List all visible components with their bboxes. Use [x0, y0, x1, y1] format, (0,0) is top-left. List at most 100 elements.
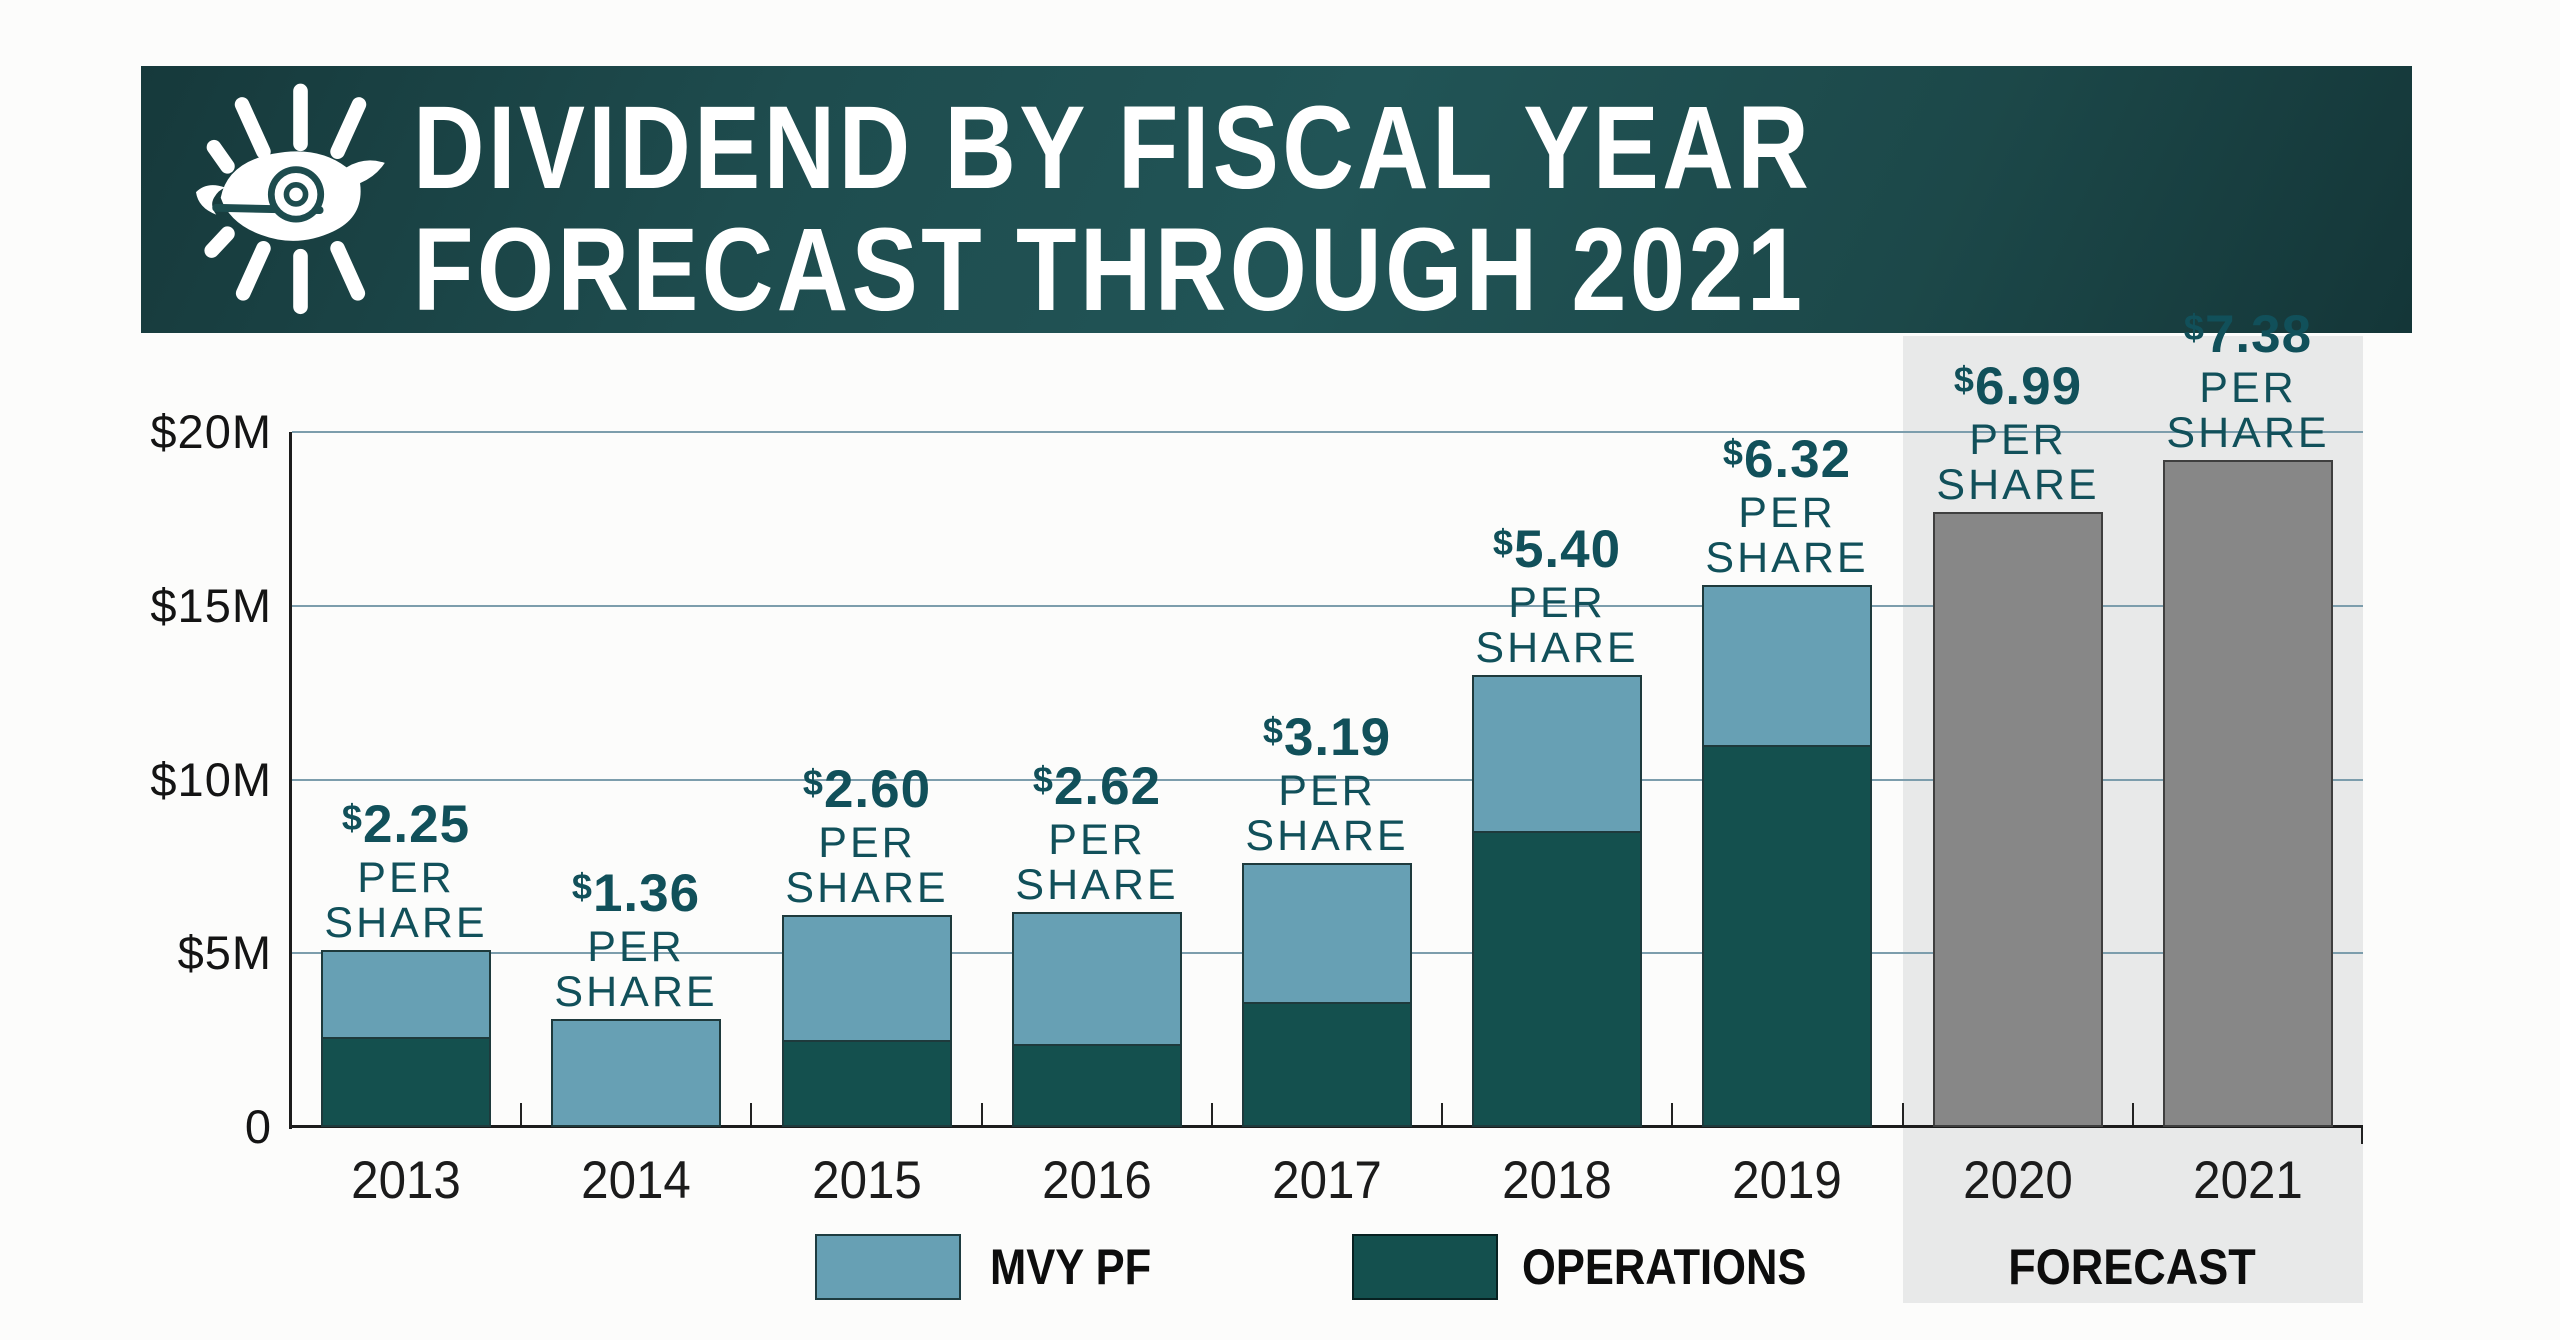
per-share-sublabel: PER: [1969, 416, 2067, 464]
bar-segment-mvy-pf-2018: [1472, 675, 1642, 831]
per-share-label-2021: $7.38 PER SHARE: [2108, 305, 2388, 457]
y-axis-label-20m: $20M: [150, 405, 272, 458]
axis-tick: [1901, 1103, 1904, 1125]
x-axis-label-2013: 2013: [351, 1151, 461, 1210]
gridline-15m: [292, 604, 2363, 607]
bar-segment-operations-2013: [321, 1037, 491, 1127]
per-share-sublabel: PER: [818, 819, 916, 867]
per-share-amount: $1.36: [571, 864, 701, 923]
per-share-label-2017: $3.19 PER SHARE: [1187, 708, 1467, 860]
bar-forecast-2020: [1933, 512, 2103, 1127]
bar-segment-operations-2019: [1702, 745, 1872, 1127]
axis-end-tick: [2361, 1128, 2363, 1144]
x-axis-label-2021: 2021: [2193, 1151, 2303, 1210]
axis-tick: [2131, 1103, 2134, 1125]
gridline-10m: [292, 778, 2363, 781]
bar-segment-mvy-pf-2015: [782, 915, 952, 1040]
per-share-label-2020: $6.99 PER SHARE: [1878, 357, 2158, 509]
per-share-label-2015: $2.60 PER SHARE: [727, 760, 1007, 912]
bar-segment-mvy-pf-2016: [1012, 912, 1182, 1044]
bar-segment-mvy-pf-2014: [551, 1019, 721, 1127]
axis-tick: [1210, 1103, 1213, 1125]
logo-rays: [204, 83, 367, 315]
bar-segment-operations-2015: [782, 1040, 952, 1127]
x-axis-label-2019: 2019: [1732, 1151, 1842, 1210]
x-axis-label-2015: 2015: [812, 1151, 922, 1210]
legend-swatch-mvy-pf: [815, 1234, 961, 1300]
per-share-amount: $2.62: [1032, 757, 1162, 816]
per-share-sublabel: SHARE: [785, 864, 949, 912]
per-share-sublabel: PER: [357, 854, 455, 902]
page-title-rest: THROUGH 2021: [985, 204, 1806, 336]
per-share-label-2016: $2.62 PER SHARE: [957, 757, 1237, 909]
bar-segment-mvy-pf-2019: [1702, 585, 1872, 745]
axis-tick: [520, 1103, 523, 1125]
per-share-sublabel: SHARE: [2166, 409, 2330, 457]
per-share-sublabel: PER: [1048, 816, 1146, 864]
x-axis-label-2014: 2014: [581, 1151, 691, 1210]
legend-label-operations: OPERATIONS: [1522, 1239, 1807, 1295]
legend-label-forecast: FORECAST: [2008, 1239, 2256, 1295]
per-share-amount: $3.19: [1262, 708, 1392, 767]
y-axis-label-5m: $5M: [177, 926, 272, 980]
per-share-sublabel: SHARE: [1245, 812, 1409, 860]
bar-2015: [782, 915, 952, 1127]
header-banner: DIVIDEND BY FISCAL YEAR FORECAST THROUGH…: [141, 66, 2412, 333]
axis-tick: [1671, 1103, 1674, 1125]
page-title-accent: FORECAST: [413, 204, 986, 336]
per-share-sublabel: PER: [587, 923, 685, 971]
legend-swatch-operations: [1352, 1234, 1498, 1300]
per-share-label-2019: $6.32 PER SHARE: [1647, 430, 1927, 582]
per-share-sublabel: PER: [1278, 767, 1376, 815]
x-axis-label-2017: 2017: [1272, 1151, 1382, 1210]
per-share-sublabel: PER: [1508, 579, 1606, 627]
bar-2016: [1012, 912, 1182, 1127]
per-share-sublabel: SHARE: [1475, 624, 1639, 672]
bar-2014: [551, 1019, 721, 1127]
bar-2018: [1472, 675, 1642, 1127]
per-share-amount: $5.40: [1492, 520, 1622, 579]
x-axis-label-2016: 2016: [1042, 1151, 1152, 1210]
bar-segment-operations-2018: [1472, 831, 1642, 1127]
x-axis-label-2018: 2018: [1502, 1151, 1612, 1210]
bar-2013: [321, 950, 491, 1127]
bar-segment-mvy-pf-2013: [321, 950, 491, 1037]
axis-tick: [750, 1103, 753, 1125]
eagle-eye-logo: [195, 83, 385, 315]
y-axis-label-15m: $15M: [150, 578, 272, 632]
bar-segment-operations-2017: [1242, 1002, 1412, 1127]
per-share-amount: $6.32: [1722, 430, 1852, 489]
y-axis-label-10m: $10M: [150, 752, 272, 806]
bar-2021: [2163, 460, 2333, 1127]
bar-2017: [1242, 863, 1412, 1127]
bar-segment-operations-2016: [1012, 1044, 1182, 1127]
per-share-amount: $6.99: [1953, 357, 2083, 416]
bar-2020: [1933, 512, 2103, 1127]
per-share-sublabel: PER: [1738, 489, 1836, 537]
axis-tick: [980, 1103, 983, 1125]
y-axis-line: [289, 432, 292, 1129]
gridline-20m: [292, 431, 2363, 433]
per-share-label-2014: $1.36 PER SHARE: [496, 864, 776, 1016]
page-title-line2: FORECAST THROUGH 2021: [413, 210, 1805, 330]
page-title-line1: DIVIDEND BY FISCAL YEAR: [413, 82, 1813, 214]
per-share-amount: $2.25: [341, 795, 471, 854]
per-share-sublabel: SHARE: [554, 968, 718, 1016]
per-share-label-2018: $5.40 PER SHARE: [1417, 520, 1697, 672]
per-share-amount: $7.38: [2183, 305, 2313, 364]
per-share-sublabel: SHARE: [1705, 534, 1869, 582]
axis-tick: [1441, 1103, 1444, 1125]
per-share-label-2013: $2.25 PER SHARE: [266, 795, 546, 947]
bar-forecast-2021: [2163, 460, 2333, 1127]
logo-eagle-beak: [195, 185, 226, 215]
bar-2019: [1702, 585, 1872, 1127]
bar-segment-mvy-pf-2017: [1242, 863, 1412, 1002]
per-share-sublabel: SHARE: [324, 899, 488, 947]
legend-label-mvy-pf: MVY PF: [990, 1239, 1152, 1295]
per-share-amount: $2.60: [802, 760, 932, 819]
x-axis-label-2020: 2020: [1963, 1151, 2073, 1210]
per-share-sublabel: SHARE: [1015, 861, 1179, 909]
per-share-sublabel: SHARE: [1936, 461, 2100, 509]
y-axis-label-0m: 0: [244, 1100, 272, 1153]
